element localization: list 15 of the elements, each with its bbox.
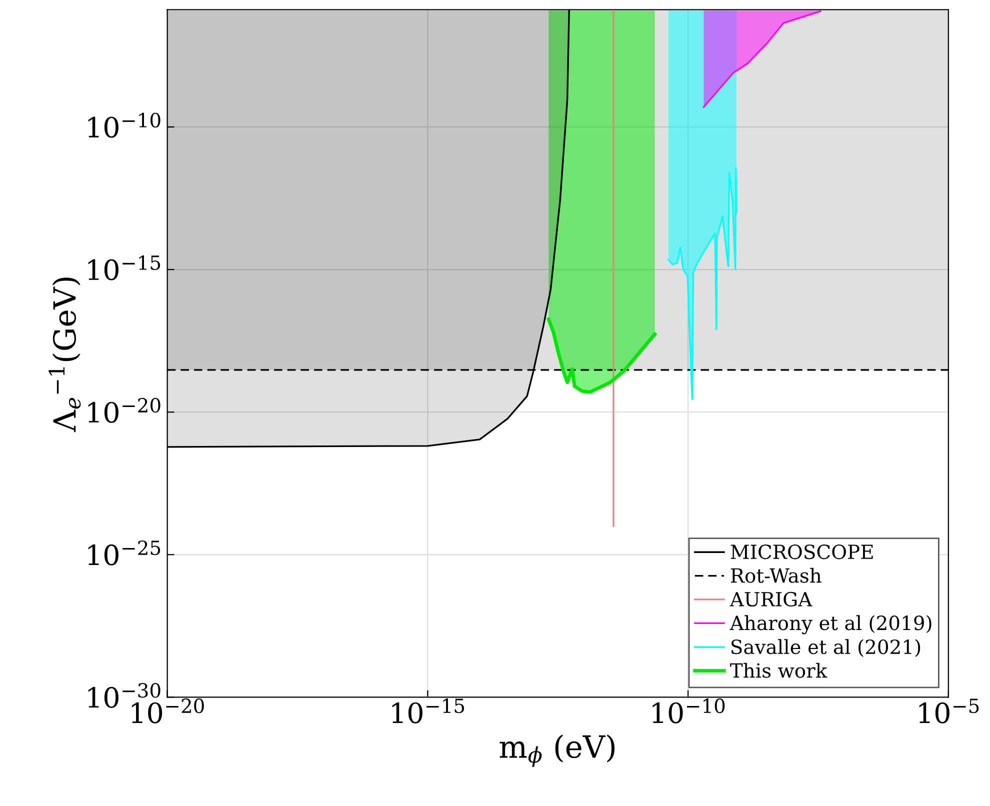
x-tick-label: 10$^{−10}$ (652, 698, 725, 724)
legend-label: Rot-Wash (730, 568, 822, 583)
y-tick-label: 10$^{−25}$ (88, 540, 160, 566)
legend-label: Aharony et al (2019) (730, 615, 932, 634)
legend-label: Savalle et al (2021) (731, 639, 920, 657)
y-tick-label: 10$^{−15}$ (88, 255, 160, 280)
legend-label: AURIGA (730, 592, 812, 607)
y-tick-label: 10$^{−20}$ (88, 398, 160, 423)
legend-label: MICROSCOPE (730, 544, 873, 560)
y-tick-label: 10$^{−10}$ (88, 112, 160, 138)
legend-label: This work (730, 662, 828, 678)
x-tick-label: 10$^{−15}$ (392, 698, 464, 724)
y-axis-title: Λ$_{e}$$^{−1}$(GeV) (48, 278, 81, 432)
x-tick-label: 10$^{−5}$ (919, 698, 979, 724)
x-axis-title: m$_{ϕ}$ (eV) (500, 734, 614, 767)
